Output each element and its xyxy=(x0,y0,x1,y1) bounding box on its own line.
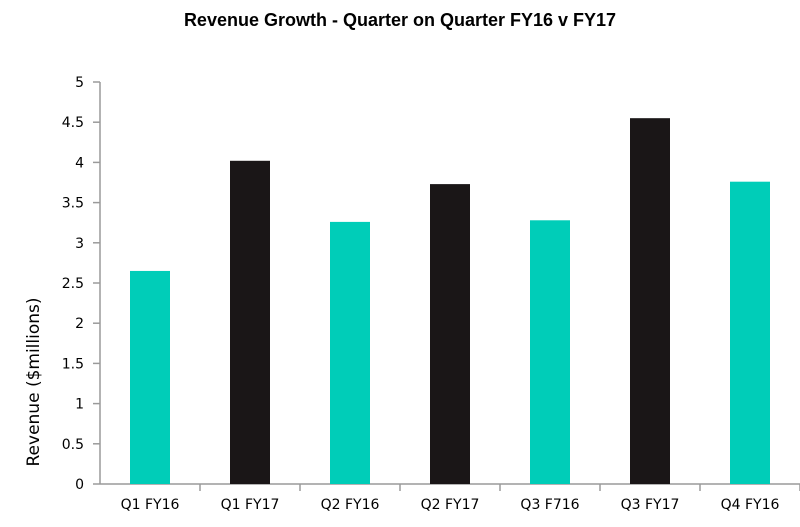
y-tick-label: 2 xyxy=(75,316,84,332)
y-tick-label: 3.5 xyxy=(62,196,84,212)
x-tick-label: Q3 FY17 xyxy=(621,497,680,513)
x-tick-label: Q3 F716 xyxy=(520,497,579,513)
bar xyxy=(530,220,570,484)
x-tick-label: Q1 FY16 xyxy=(121,497,180,513)
y-tick-label: 0.5 xyxy=(62,437,84,453)
y-axis-title-group: Revenue ($millions) xyxy=(24,297,44,466)
x-tick-label: Q2 FY16 xyxy=(321,497,380,513)
bar xyxy=(430,184,470,484)
y-axis-title: Revenue ($millions) xyxy=(24,297,44,466)
chart-title: Revenue Growth - Quarter on Quarter FY16… xyxy=(183,10,617,30)
x-axis-labels: Q1 FY16 Q1 FY17 Q2 FY16 Q2 FY17 Q3 F716 Q3 FY… xyxy=(121,484,800,513)
y-tick-label: 4 xyxy=(75,155,84,171)
y-axis-ticks: 0 0.5 1 1.5 2 2.5 3 3.5 4 4.5 5 xyxy=(62,75,100,493)
y-tick-label: 0 xyxy=(75,477,84,493)
x-tick-label: Q2 FY17 xyxy=(421,497,480,513)
bar xyxy=(730,181,770,485)
bar xyxy=(630,118,670,485)
y-tick-label: 4.5 xyxy=(62,115,84,131)
x-tick-label: Q1 FY17 xyxy=(221,497,280,513)
y-tick-label: 1.5 xyxy=(62,356,84,372)
y-tick-label: 2.5 xyxy=(62,276,84,292)
bar xyxy=(130,270,170,484)
bar xyxy=(230,160,270,485)
bar xyxy=(330,221,370,484)
y-tick-label: 5 xyxy=(75,75,84,91)
y-tick-label: 3 xyxy=(75,236,84,252)
bars xyxy=(130,118,770,485)
x-tick-label: Q4 FY16 xyxy=(721,497,780,513)
y-tick-label: 1 xyxy=(75,397,84,413)
